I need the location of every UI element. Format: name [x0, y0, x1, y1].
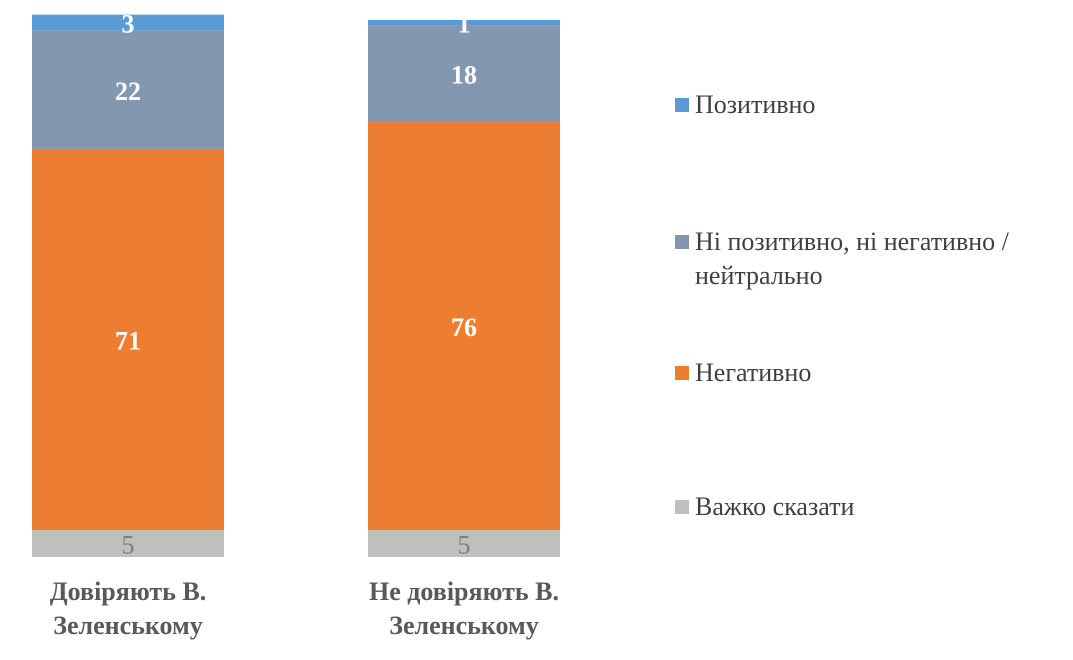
- legend-swatch-hard-to-say: [675, 500, 689, 514]
- bar-hard-to-say-trust: [32, 530, 224, 557]
- data-label-positive-distrust: 1: [458, 10, 471, 39]
- bar-hard-to-say-distrust: [368, 530, 560, 557]
- legend-swatch-positive: [675, 98, 689, 112]
- legend-label-neutral: Ні позитивно, ні негативно / нейтрально: [695, 227, 1009, 290]
- legend-swatch-neutral: [675, 235, 689, 249]
- legend-item-neutral: Ні позитивно, ні негативно / нейтрально: [675, 225, 1070, 293]
- data-label-negative-distrust: 76: [451, 313, 477, 342]
- bar-neutral-trust: [32, 30, 224, 149]
- data-label-hard-to-say-distrust: 5: [458, 531, 471, 560]
- data-label-neutral-trust: 22: [115, 77, 141, 106]
- bar-positive-trust: [32, 14, 224, 31]
- bar-negative-distrust: [368, 122, 560, 531]
- legend-label-hard-to-say: Важко сказати: [695, 492, 855, 521]
- legend-item-negative: Негативно: [675, 356, 811, 390]
- legend-label-negative: Негативно: [695, 358, 812, 387]
- legend-swatch-negative: [675, 366, 689, 380]
- legend-item-positive: Позитивно: [675, 88, 815, 122]
- data-label-positive-trust: 3: [122, 10, 135, 39]
- data-label-hard-to-say-trust: 5: [122, 531, 135, 560]
- bar-positive-distrust: [368, 20, 560, 26]
- category-label-trust: Довіряють В. Зеленському: [49, 577, 207, 640]
- bar-neutral-distrust: [368, 25, 560, 123]
- data-label-neutral-distrust: 18: [451, 61, 477, 90]
- legend-item-hard-to-say: Важко сказати: [675, 490, 854, 524]
- data-label-negative-trust: 71: [115, 327, 141, 356]
- category-label-distrust: Не довіряють В. Зеленському: [369, 577, 559, 640]
- legend-label-positive: Позитивно: [695, 90, 816, 119]
- stacked-bar-chart: 5 71 22 3 5 76 18 1: [32, 10, 560, 560]
- bar-negative-trust: [32, 148, 224, 531]
